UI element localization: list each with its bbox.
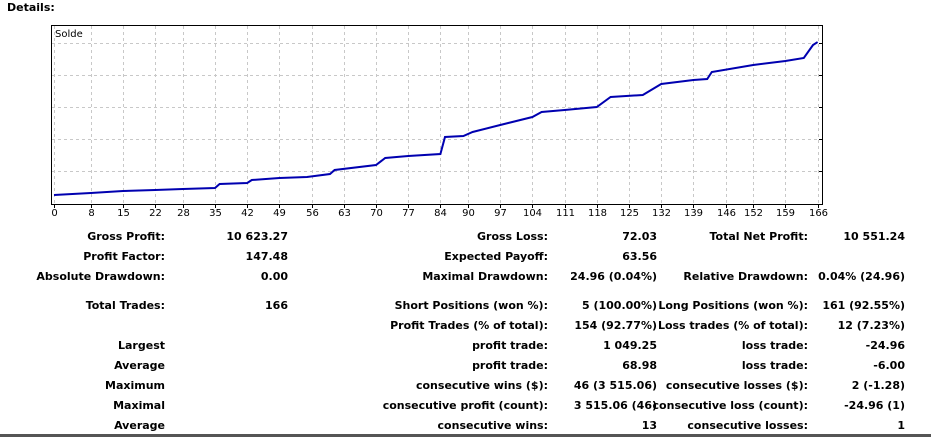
chart-frame bbox=[51, 25, 823, 205]
stat-label: Gross Profit: bbox=[87, 230, 165, 243]
stat-value: 0.00 bbox=[260, 270, 288, 283]
stats-row: Average consecutive wins: 13 consecutive lo… bbox=[0, 416, 931, 436]
stat-label: Total Trades: bbox=[85, 299, 165, 312]
stats-row: Maximum consecutive wins ($): 46 (3 515.06… bbox=[0, 376, 931, 396]
x-tick-label: 132 bbox=[652, 208, 671, 219]
details-heading: Details: bbox=[7, 1, 55, 14]
x-tick-label: 146 bbox=[717, 208, 736, 219]
x-tick-label: 90 bbox=[462, 208, 475, 219]
stat-value: 12 (7.23%) bbox=[837, 319, 905, 332]
stat-label: consecutive wins: bbox=[437, 419, 548, 432]
stat-value: -24.96 (1) bbox=[844, 399, 905, 412]
x-tick-label: 49 bbox=[273, 208, 286, 219]
stat-value: 166 bbox=[265, 299, 288, 312]
stat-value: 161 (92.55%) bbox=[822, 299, 905, 312]
x-tick-label: 118 bbox=[588, 208, 607, 219]
stat-label: profit trade: bbox=[472, 359, 548, 372]
stat-label: consecutive losses: bbox=[687, 419, 808, 432]
stat-label: Loss trades (% of total): bbox=[657, 319, 808, 332]
stat-label: loss trade: bbox=[741, 359, 808, 372]
x-tick-label: 166 bbox=[809, 208, 828, 219]
stat-value: 24.96 (0.04%) bbox=[570, 270, 657, 283]
x-tick-label: 22 bbox=[149, 208, 162, 219]
stat-label: Relative Drawdown: bbox=[683, 270, 808, 283]
stat-value: 0.04% (24.96) bbox=[818, 270, 905, 283]
x-tick-label: 159 bbox=[776, 208, 795, 219]
x-tick-label: 97 bbox=[494, 208, 507, 219]
stat-value: 3 515.06 (46) bbox=[573, 399, 657, 412]
x-tick-label: 42 bbox=[241, 208, 254, 219]
stat-label: Short Positions (won %): bbox=[394, 299, 548, 312]
stats-row: Absolute Drawdown: 0.00 Maximal Drawdown: 2… bbox=[0, 267, 931, 287]
stats-row: Total Trades: 166 Short Positions (won %):… bbox=[0, 296, 931, 316]
stat-value: 13 bbox=[641, 419, 657, 432]
stat-value: -6.00 bbox=[873, 359, 905, 372]
stat-label: loss trade: bbox=[741, 339, 808, 352]
stat-label: Largest bbox=[118, 339, 165, 352]
stats-row: Maximal consecutive profit (count): 3 515.… bbox=[0, 396, 931, 416]
balance-chart: Solde 0 8 15 22 28 35 42 49 56 63 70 77 84 90 97 104 111… bbox=[51, 25, 828, 219]
x-tick-label: 56 bbox=[306, 208, 319, 219]
stats-row: Profit Factor: 147.48 Expected Payoff: 63.5… bbox=[0, 247, 931, 267]
stat-label: consecutive wins ($): bbox=[415, 379, 548, 392]
bottom-divider bbox=[0, 434, 931, 437]
stats-row: Profit Trades (% of total): 154 (92.77%) L… bbox=[0, 316, 931, 336]
stat-label: consecutive profit (count): bbox=[382, 399, 548, 412]
stat-label: Average bbox=[114, 359, 165, 372]
stat-label: Gross Loss: bbox=[477, 230, 548, 243]
stat-label: Expected Payoff: bbox=[444, 250, 548, 263]
x-tick-label: 70 bbox=[370, 208, 383, 219]
stat-value: -24.96 bbox=[865, 339, 905, 352]
stat-value: 10 623.27 bbox=[226, 230, 288, 243]
stat-value: 63.56 bbox=[622, 250, 657, 263]
stats-row: Largest profit trade: 1 049.25 loss trade: -… bbox=[0, 336, 931, 356]
stat-value: 2 (-1.28) bbox=[851, 379, 905, 392]
stat-label: consecutive loss (count): bbox=[652, 399, 808, 412]
x-tick-label: 0 bbox=[51, 208, 57, 219]
x-tick-label: 28 bbox=[177, 208, 190, 219]
x-tick-label: 77 bbox=[402, 208, 415, 219]
stat-value: 1 bbox=[897, 419, 905, 432]
x-tick-label: 104 bbox=[523, 208, 542, 219]
stat-label: Profit Trades (% of total): bbox=[390, 319, 548, 332]
stat-label: Maximal bbox=[113, 399, 165, 412]
chart-grid bbox=[52, 26, 822, 204]
balance-line bbox=[53, 41, 819, 196]
x-tick-label: 63 bbox=[338, 208, 351, 219]
stat-value: 147.48 bbox=[245, 250, 288, 263]
stats-row: Gross Profit: 10 623.27 Gross Loss: 72.03 To… bbox=[0, 227, 931, 247]
stat-label: Absolute Drawdown: bbox=[36, 270, 165, 283]
x-axis-ticks: 0 8 15 22 28 35 42 49 56 63 70 77 84 90 97 104 111 118 125… bbox=[51, 204, 828, 219]
chart-title: Solde bbox=[55, 29, 83, 40]
x-tick-label: 15 bbox=[117, 208, 130, 219]
x-tick-label: 35 bbox=[209, 208, 222, 219]
stat-label: profit trade: bbox=[472, 339, 548, 352]
stat-label: Average bbox=[114, 419, 165, 432]
x-tick-label: 8 bbox=[88, 208, 94, 219]
stats-row: Average profit trade: 68.98 loss trade: -6.0… bbox=[0, 356, 931, 376]
x-tick-label: 84 bbox=[434, 208, 447, 219]
x-tick-label: 125 bbox=[620, 208, 639, 219]
stat-value: 10 551.24 bbox=[843, 230, 905, 243]
stat-label: Long Positions (won %): bbox=[658, 299, 808, 312]
stat-value: 72.03 bbox=[622, 230, 657, 243]
stat-label: consecutive losses ($): bbox=[665, 379, 808, 392]
stat-value: 1 049.25 bbox=[603, 339, 657, 352]
stat-label: Maximal Drawdown: bbox=[422, 270, 548, 283]
stat-label: Maximum bbox=[105, 379, 165, 392]
stat-value: 154 (92.77%) bbox=[574, 319, 657, 332]
x-tick-label: 139 bbox=[684, 208, 703, 219]
stat-value: 68.98 bbox=[622, 359, 657, 372]
x-tick-label: 111 bbox=[556, 208, 575, 219]
x-tick-label: 152 bbox=[744, 208, 763, 219]
stat-label: Profit Factor: bbox=[83, 250, 165, 263]
stat-value: 46 (3 515.06) bbox=[573, 379, 657, 392]
stat-label: Total Net Profit: bbox=[709, 230, 809, 243]
stat-value: 5 (100.00%) bbox=[581, 299, 657, 312]
